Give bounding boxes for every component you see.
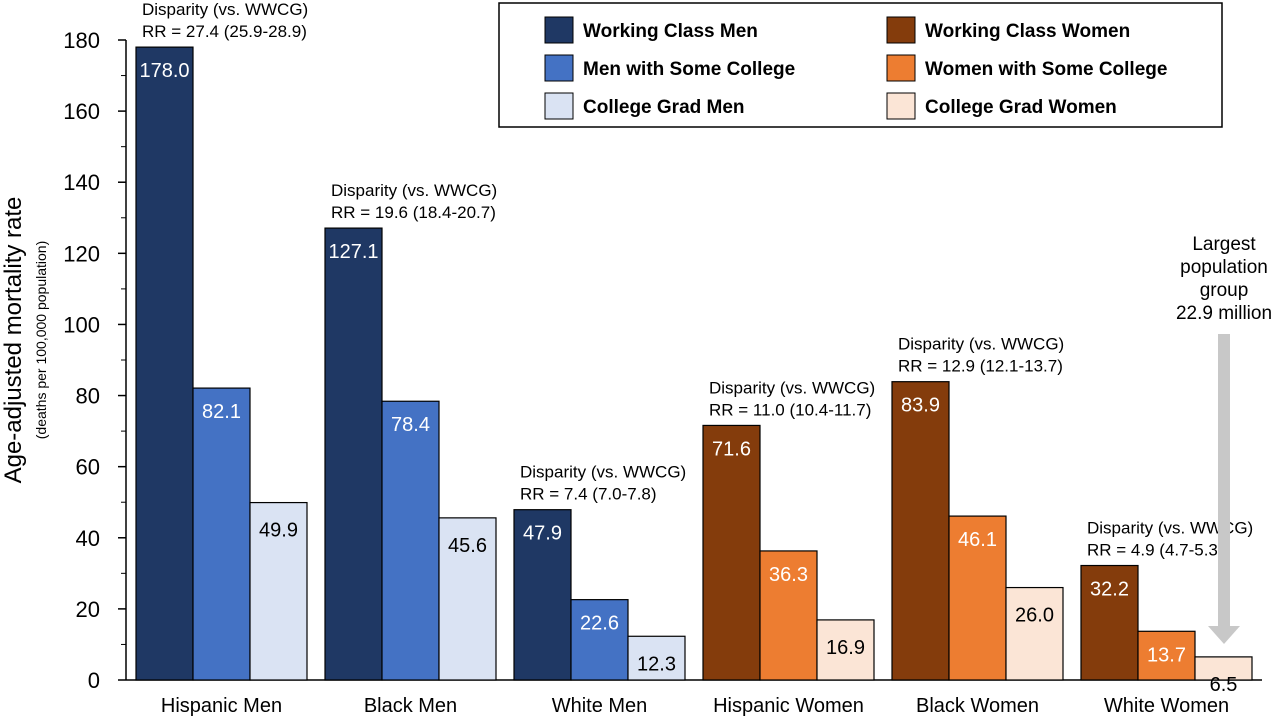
bar (324, 227, 383, 681)
y-tick-label: 0 (88, 668, 100, 693)
bar (1137, 630, 1196, 681)
y-tick-label: 40 (76, 526, 100, 551)
bar (135, 46, 194, 681)
bar (1194, 656, 1253, 681)
bar (816, 619, 875, 681)
disparity-annotation-title: Disparity (vs. WWCG) (709, 378, 875, 397)
disparity-annotation-rr: RR = 19.6 (18.4-20.7) (331, 203, 496, 222)
legend-label: Working Class Men (583, 21, 758, 42)
category-labels: Hispanic Men Black Men White Men Hispanic W… (161, 695, 1229, 717)
data-label: 83.9 (901, 395, 940, 417)
note-line: Largest (1192, 234, 1256, 255)
note-line: group (1200, 280, 1249, 301)
legend-label: Men with Some College (583, 59, 795, 80)
y-tick-label: 80 (76, 384, 100, 409)
legend-swatch (544, 92, 574, 120)
data-label: 47.9 (523, 523, 562, 545)
y-tick-label: 60 (76, 455, 100, 480)
arrow-shaft (1218, 334, 1230, 626)
data-label: 16.9 (826, 637, 865, 659)
bar (381, 400, 440, 681)
data-label: 36.3 (769, 564, 808, 586)
arrow-head-icon (1208, 626, 1240, 644)
data-label: 22.6 (580, 613, 619, 635)
legend-swatch (544, 54, 574, 82)
value-labels: 178.0 82.1 49.9 127.1 78.4 45.6 47.9 22.6 12.3 71… (139, 60, 1237, 696)
legend-label: College Grad Men (583, 97, 745, 118)
bar (891, 381, 950, 681)
disparity-annotations: Disparity (vs. WWCG) RR = 27.4 (25.9-28.9… (142, 0, 1253, 559)
bar (702, 424, 761, 681)
category-label: Black Women (916, 695, 1039, 717)
y-tick-label: 140 (63, 170, 100, 195)
legend-swatch (886, 54, 916, 82)
disparity-annotation-rr: RR = 11.0 (10.4-11.7) (709, 400, 871, 419)
y-tick-label: 160 (63, 99, 100, 124)
data-label: 46.1 (958, 529, 997, 551)
legend: Working Class Men Men with Some College Co… (498, 2, 1223, 128)
data-label: 12.3 (637, 653, 676, 675)
category-label: Black Men (364, 695, 457, 717)
bar (570, 599, 629, 681)
bar (438, 517, 497, 681)
legend-swatch (886, 92, 916, 120)
bar (513, 509, 572, 681)
data-label: 49.9 (259, 520, 298, 542)
legend-label: Working Class Women (925, 21, 1130, 42)
y-axis-label: Age-adjusted mortality rate (0, 197, 27, 484)
data-label: 178.0 (139, 60, 189, 82)
bar (1080, 564, 1139, 681)
category-label: Hispanic Women (713, 695, 864, 717)
note-line: 22.9 million (1176, 303, 1272, 324)
note-line: population (1180, 257, 1268, 278)
y-tick-label: 20 (76, 597, 100, 622)
disparity-annotation-title: Disparity (vs. WWCG) (1087, 519, 1253, 538)
data-label: 26.0 (1015, 605, 1054, 627)
legend-swatch (544, 16, 574, 44)
data-label: 6.5 (1210, 674, 1238, 696)
legend-box (498, 2, 1223, 128)
bars (135, 46, 1253, 681)
disparity-annotation-title: Disparity (vs. WWCG) (331, 181, 497, 200)
data-label: 82.1 (202, 401, 241, 423)
legend-label: College Grad Women (925, 97, 1117, 118)
disparity-annotation-rr: RR = 12.9 (12.1-13.7) (898, 357, 1063, 376)
data-label: 45.6 (448, 535, 487, 557)
y-tick-label: 120 (63, 241, 100, 266)
bar (759, 550, 818, 681)
data-label: 32.2 (1090, 579, 1129, 601)
category-label: White Women (1104, 695, 1229, 717)
bar (192, 387, 251, 681)
disparity-annotation-rr: RR = 27.4 (25.9-28.9) (142, 22, 307, 41)
data-label: 78.4 (391, 414, 430, 436)
bar (249, 501, 308, 681)
bar (627, 635, 686, 681)
disparity-annotation-rr: RR = 4.9 (4.7-5.3) (1087, 541, 1224, 560)
y-axis-sublabel: (deaths per 100,000 population) (33, 241, 49, 439)
disparity-annotation-title: Disparity (vs. WWCG) (142, 0, 308, 19)
disparity-annotation-title: Disparity (vs. WWCG) (898, 335, 1064, 354)
data-label: 71.6 (712, 438, 751, 460)
disparity-annotation-rr: RR = 7.4 (7.0-7.8) (520, 485, 657, 504)
category-label: White Men (552, 695, 648, 717)
y-tick-label: 100 (63, 312, 100, 337)
data-label: 13.7 (1147, 644, 1186, 666)
category-label: Hispanic Men (161, 695, 282, 717)
legend-label: Women with Some College (925, 59, 1167, 80)
disparity-annotation-title: Disparity (vs. WWCG) (520, 463, 686, 482)
y-tick-label: 180 (63, 28, 100, 53)
data-label: 127.1 (328, 241, 378, 263)
bar (1005, 586, 1064, 681)
y-axis-title: Age-adjusted mortality rate (deaths per … (0, 197, 49, 484)
legend-swatch (886, 16, 916, 44)
axes: 0 20 40 60 80 100 120 140 160 180 (63, 28, 1262, 693)
